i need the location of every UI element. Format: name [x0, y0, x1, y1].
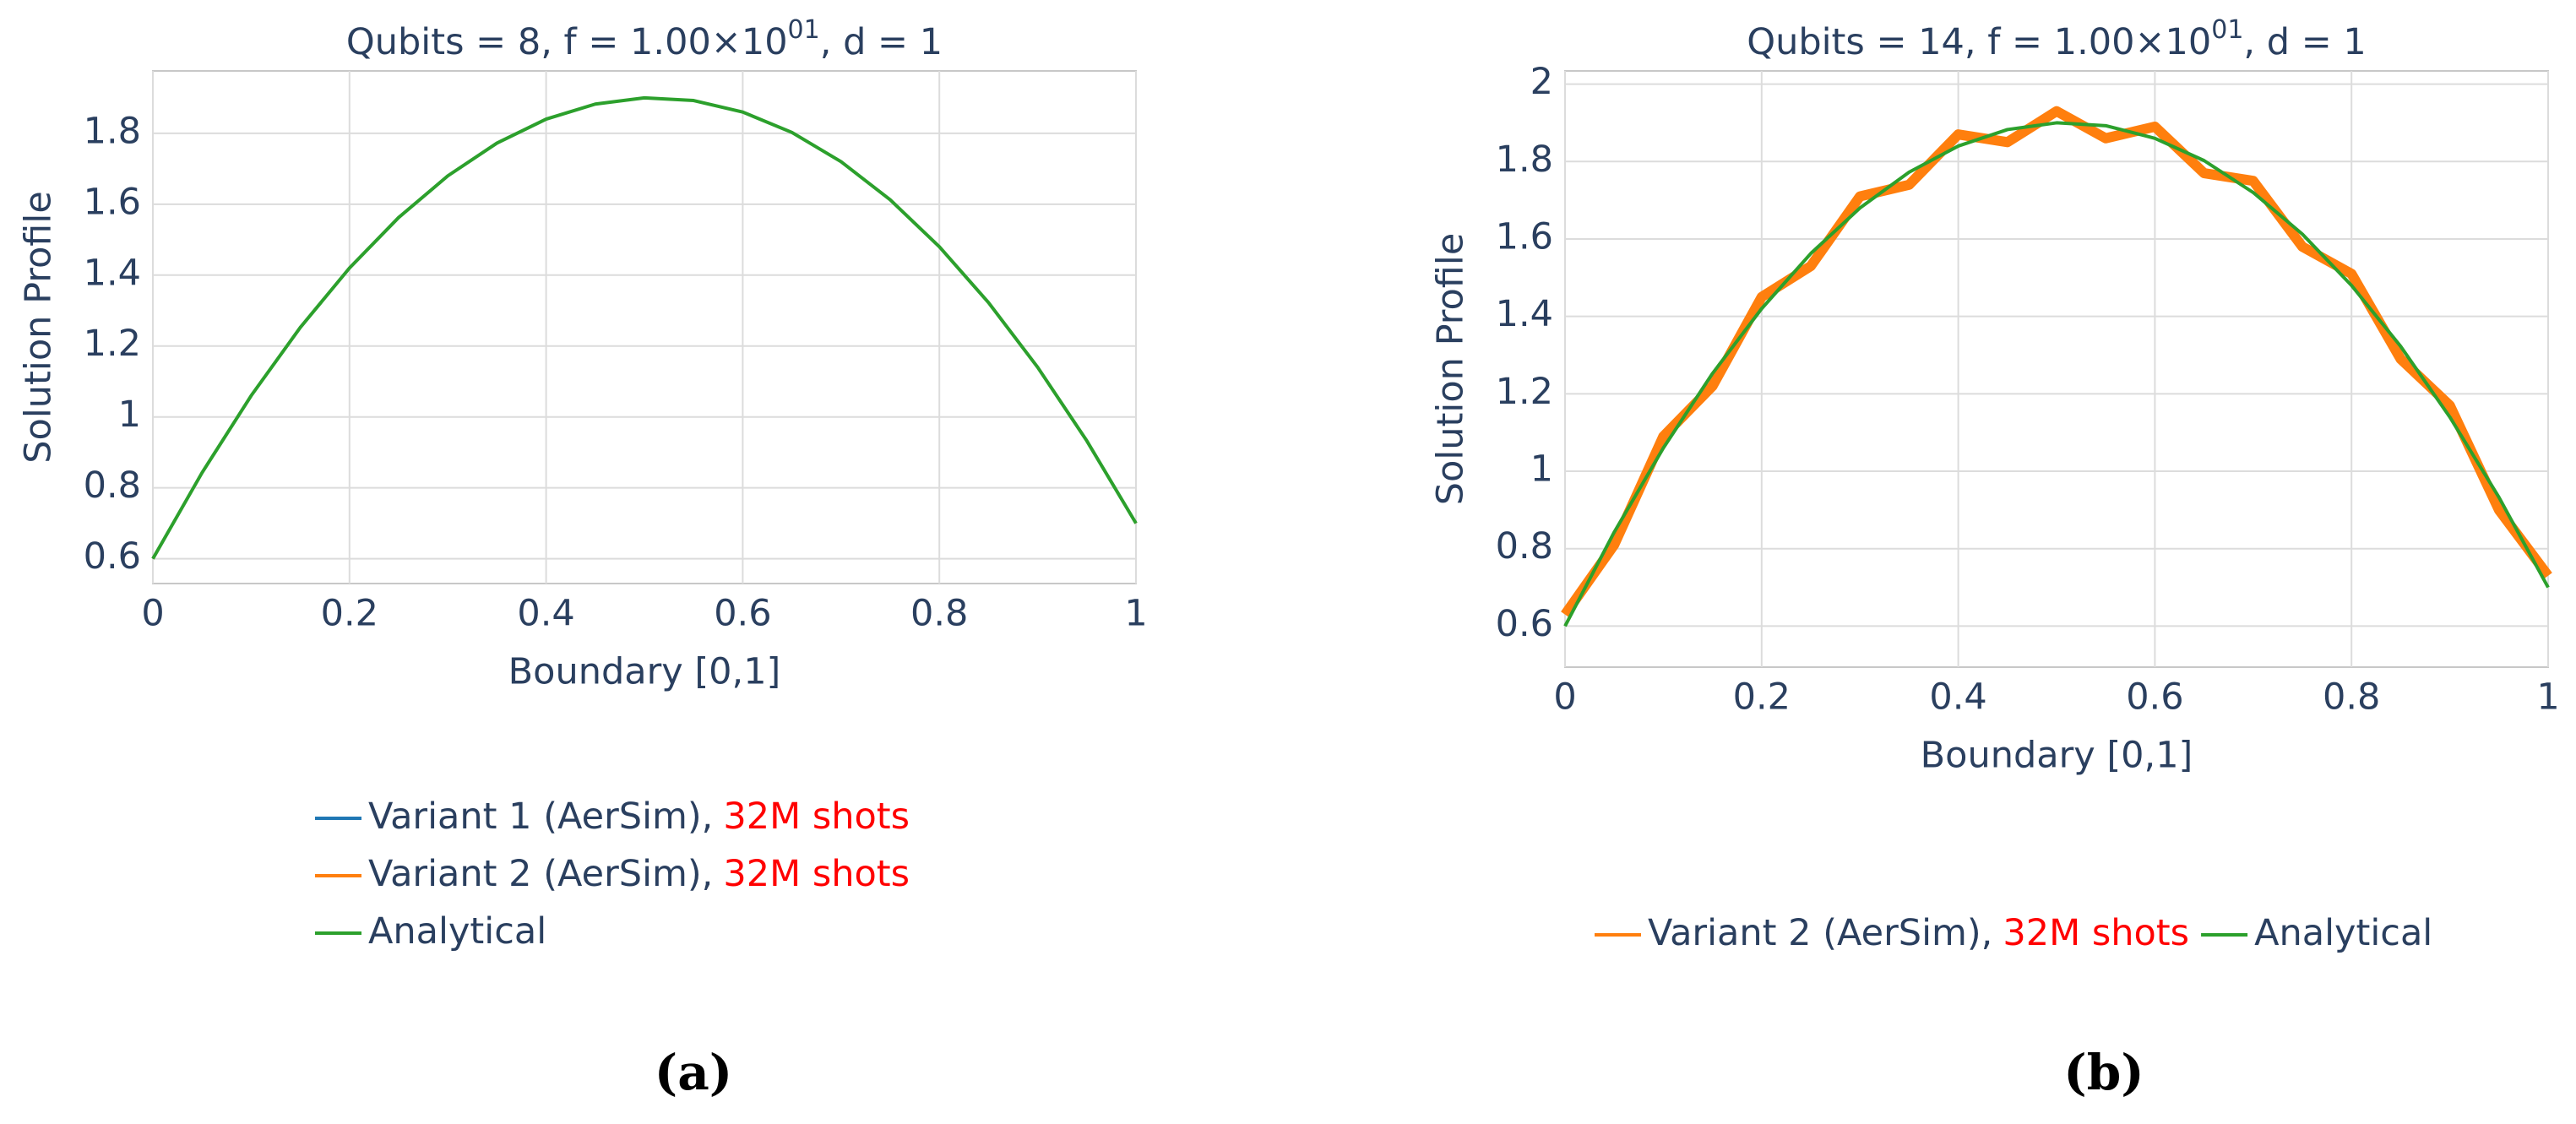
- plot-frame: [1564, 70, 2549, 668]
- series-line: [1563, 121, 2550, 627]
- legend-entry: Variant 2 (AerSim), 32M shots: [1648, 912, 2189, 954]
- legend-note: 32M shots: [2003, 912, 2189, 954]
- y-tick-label: 1.4: [1496, 293, 1553, 335]
- x-tick-label: 0: [141, 593, 164, 635]
- y-axis-label: Solution Profile: [1430, 233, 1472, 506]
- x-tick-label: 0.4: [517, 593, 574, 635]
- x-tick-label: 0.8: [2323, 676, 2380, 719]
- y-tick-label: 0.6: [1496, 603, 1553, 645]
- legend-name: Analytical: [2254, 912, 2432, 954]
- legend-entry: Variant 2 (AerSim), 32M shots: [368, 853, 910, 895]
- title-suffix: , d = 1: [2243, 21, 2366, 63]
- x-tick-label: 1: [1124, 593, 1147, 635]
- y-tick-label: 0.8: [1496, 525, 1553, 567]
- series-line: [151, 95, 1138, 560]
- caption: (b): [2063, 1044, 2144, 1101]
- legend-name: Variant 1 (AerSim),: [368, 795, 713, 838]
- chart-title: Qubits = 8, f = 1.00×1001, d = 1: [346, 15, 943, 63]
- y-axis-label: Solution Profile: [18, 191, 60, 464]
- y-tick-label: 0.8: [84, 464, 141, 507]
- title-prefix: Qubits = 14, f = 1.00×10: [1747, 21, 2211, 63]
- x-axis-label: Boundary [0,1]: [508, 651, 781, 693]
- y-tick-label: 2: [1530, 61, 1553, 103]
- x-tick-label: 0.6: [714, 593, 771, 635]
- y-tick-label: 1.2: [1496, 371, 1553, 413]
- legend-entry: Variant 1 (AerSim), 32M shots: [368, 795, 910, 838]
- legend-name: Analytical: [368, 910, 546, 953]
- x-axis-label: Boundary [0,1]: [1921, 735, 2193, 777]
- x-tick-label: 1: [2536, 676, 2559, 719]
- legend-name: Variant 2 (AerSim),: [368, 853, 713, 895]
- x-tick-label: 0.2: [1733, 676, 1791, 719]
- y-tick-label: 0.6: [84, 535, 141, 578]
- y-tick-label: 1.8: [84, 110, 141, 152]
- caption: (a): [655, 1044, 732, 1101]
- y-tick-label: 1.8: [1496, 138, 1553, 181]
- title-prefix: Qubits = 8, f = 1.00×10: [346, 21, 788, 63]
- title-exponent: 01: [788, 15, 820, 45]
- title-exponent: 01: [2211, 15, 2243, 45]
- series-line: [1561, 106, 2552, 618]
- y-tick-label: 1.6: [1496, 215, 1553, 258]
- legend-entry: Analytical: [2254, 912, 2432, 954]
- legend-note: 32M shots: [723, 853, 910, 895]
- legend-note: 32M shots: [723, 795, 910, 838]
- chart-title: Qubits = 14, f = 1.00×1001, d = 1: [1747, 15, 2367, 63]
- title-suffix: , d = 1: [820, 21, 943, 63]
- x-tick-label: 0.6: [2126, 676, 2183, 719]
- y-tick-label: 1.2: [84, 323, 141, 365]
- y-tick-label: 1.6: [84, 181, 141, 223]
- y-tick-label: 1.4: [84, 252, 141, 294]
- x-tick-label: 0.4: [1929, 676, 1986, 719]
- x-tick-label: 0: [1553, 676, 1576, 719]
- x-tick-label: 0.8: [910, 593, 968, 635]
- y-tick-label: 1: [1530, 448, 1553, 491]
- x-tick-label: 0.2: [321, 593, 378, 635]
- legend-name: Variant 2 (AerSim),: [1648, 912, 1992, 954]
- y-tick-label: 1: [118, 394, 141, 436]
- legend-entry: Analytical: [368, 910, 546, 953]
